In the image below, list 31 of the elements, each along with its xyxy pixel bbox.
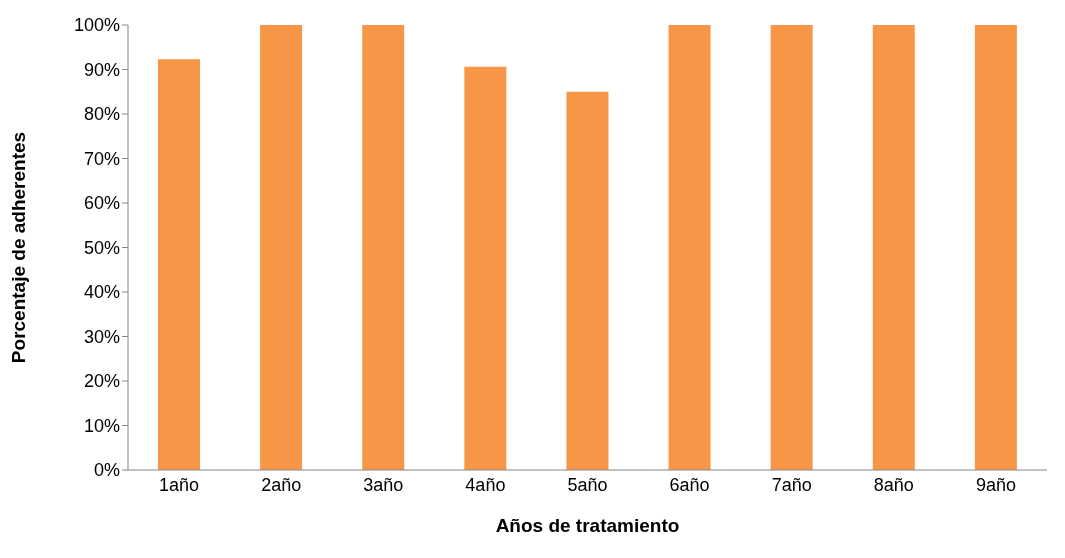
x-tick-label: 4año (465, 474, 506, 495)
y-tick-label: 40% (83, 282, 120, 303)
x-tick-label: 7año (771, 474, 812, 495)
y-axis-title: Porcentaje de adherentes (7, 131, 29, 364)
x-tick-label: 1año (159, 474, 200, 495)
bar (260, 25, 303, 470)
y-tick-label: 100% (73, 15, 120, 36)
bar (158, 59, 200, 470)
x-tick-label: 3año (363, 474, 404, 495)
bar (668, 25, 711, 470)
x-tick-label: 6año (669, 474, 710, 495)
y-tick-label: 70% (83, 148, 120, 169)
y-tick-label: 50% (83, 237, 120, 258)
y-tick-label: 20% (83, 371, 120, 392)
bar (770, 25, 813, 470)
x-tick-label: 9año (975, 474, 1016, 495)
x-tick-label: 5año (567, 474, 608, 495)
y-tick-label: 0% (93, 460, 120, 481)
y-tick-label: 30% (83, 326, 120, 347)
y-tick-label: 10% (83, 415, 120, 436)
bar (362, 25, 405, 470)
bar (974, 25, 1017, 470)
x-axis-title: Años de tratamiento (495, 515, 680, 536)
bar (566, 91, 609, 470)
x-tick-label: 2año (261, 474, 302, 495)
y-tick-label: 90% (83, 59, 120, 80)
bar (464, 66, 507, 470)
bar (872, 25, 915, 470)
x-tick-label: 8año (873, 474, 914, 495)
y-tick-label: 80% (83, 104, 120, 125)
y-tick-label: 60% (83, 193, 120, 214)
